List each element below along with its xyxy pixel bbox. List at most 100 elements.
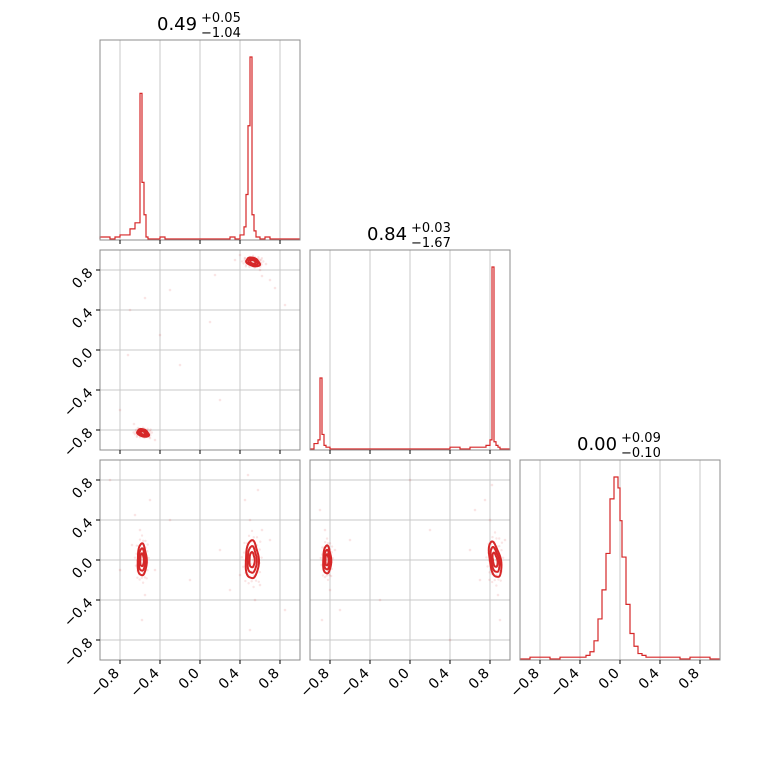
grid-2d [100,250,300,450]
sample-point [323,528,327,532]
sample-point [218,548,222,552]
sample-point [251,254,255,258]
sample-point [258,268,262,272]
sample-point [146,427,149,431]
contour-level-1 [489,546,501,573]
sample-point [126,353,130,357]
sample-point [330,545,334,548]
sample-point [485,556,488,559]
y-tick-label: −0.4 [61,595,96,630]
sample-point [501,556,505,559]
sample-point [378,598,382,602]
sample-point [260,258,263,262]
y-tick-label: −0.4 [61,385,96,420]
contour-level-0 [245,256,262,268]
grid-hist-1 [329,250,491,450]
grid-hist-0 [119,40,281,240]
sample-point [256,488,260,492]
sample-point [138,578,141,581]
histogram-step-0 [99,56,300,240]
sample-point [242,551,246,554]
param-upper-err-1: +0.03 [411,221,451,236]
sample-point [329,574,333,578]
grid-2d [100,460,300,660]
sample-point [500,548,503,552]
sample-point [143,576,147,579]
y-tick-label: 0.0 [69,345,96,372]
histogram-step-1 [310,266,510,450]
sample-point [118,408,122,412]
sample-point [143,593,147,597]
sample-point [130,543,134,547]
sample-point [496,593,500,597]
x-tick-label: 0.8 [256,666,283,693]
sample-point [483,498,487,502]
x-tick-label: 0.0 [176,666,203,693]
sample-point [132,422,136,426]
sample-point [497,578,500,581]
sample-point [328,574,331,577]
sample-point [240,260,244,263]
contour-level-1 [247,257,259,267]
sample-point [468,548,472,552]
y-tick-label: 0.4 [69,305,96,332]
sample-point [254,579,258,582]
sample-point [148,498,152,502]
x-tick-label: 0.8 [466,666,493,693]
sample-point [153,438,157,442]
x-tick-label: 0.4 [636,665,663,692]
sample-point [178,363,182,367]
sample-point [323,541,327,544]
contour-level-1 [323,548,332,571]
sample-point [248,518,252,522]
contour-level-0 [322,544,333,575]
sample-point [490,580,494,584]
contour-level-0 [244,539,260,580]
sample-point [488,571,491,574]
param-lower-err-0: −1.04 [201,26,241,41]
y-tick-label: −0.8 [61,635,96,670]
sample-point [248,265,251,269]
sample-point [493,531,497,534]
sample-point [228,588,232,592]
sample-point [142,539,145,543]
sample-point [141,581,145,584]
sample-point [149,428,152,431]
sample-point [320,618,324,622]
sample-point [218,398,222,402]
y-tick-label: −0.8 [61,425,96,460]
sample-point [242,565,245,568]
sample-point [333,548,337,552]
sample-point [135,435,139,439]
sample-point [258,570,262,574]
sample-point [250,529,254,533]
sample-point [242,262,245,265]
y-tick-label: 0.8 [69,475,96,502]
param-lower-err-2: −0.10 [621,446,661,461]
sample-point [158,333,162,337]
sample-point [259,540,262,543]
sample-point [240,556,244,559]
sample-point [330,567,334,571]
histogram-panel-1: 0.84 +0.03−1.67 [309,221,511,454]
sample-point [488,518,492,522]
sample-point [248,628,252,632]
sample-point [243,498,247,502]
contour-level-0 [136,428,151,438]
sample-point [325,537,329,540]
sample-point [108,478,112,482]
sample-point [257,580,260,583]
contour-level-1 [137,429,149,437]
x-tick-label: −0.8 [507,666,542,701]
sample-point [326,578,330,582]
sample-point [326,542,330,545]
sample-point [319,556,322,560]
x-tick-label: 0.8 [676,666,703,693]
sample-point [258,548,261,551]
sample-point [140,618,144,622]
x-tick-label: −0.4 [337,665,372,700]
sample-point [321,546,324,549]
sample-point [138,528,142,532]
sample-point [246,473,250,477]
sample-point [140,534,144,537]
